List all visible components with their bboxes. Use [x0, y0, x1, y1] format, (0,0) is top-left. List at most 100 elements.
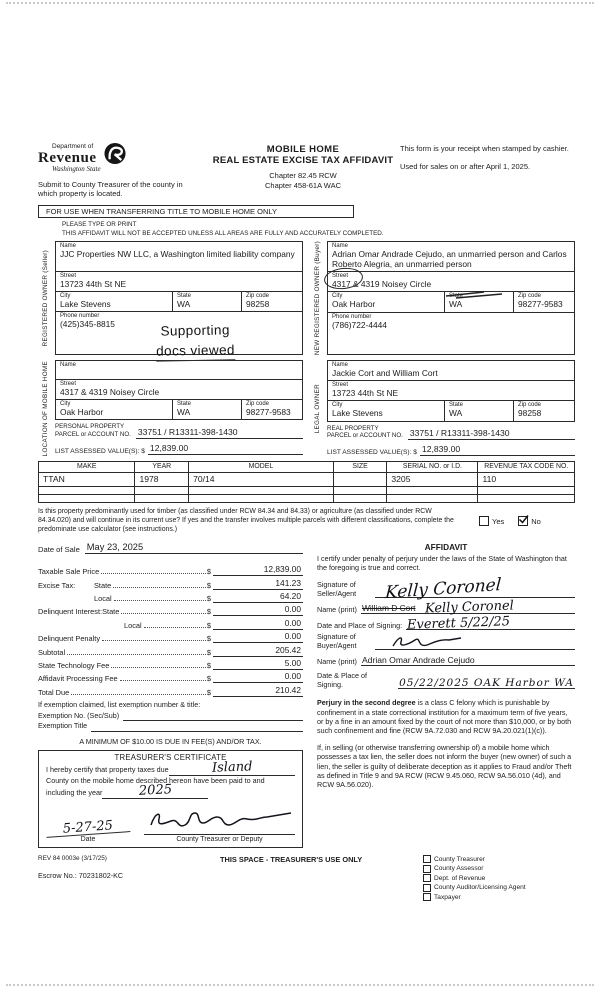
effective-note: Used for sales on or after April 1, 2025…: [400, 162, 531, 172]
county-assessor-checkbox[interactable]: [423, 864, 431, 873]
buyer-name-value: Adrian Omar Andrade Cejudo, an unmarried…: [332, 249, 567, 270]
agency-wordmark: Department of Revenue Washington State: [38, 143, 101, 173]
tax-line: Affidavit Processing Fee $0.00: [38, 671, 303, 684]
legal-street-field: Street 13723 44th St NE: [328, 381, 574, 402]
location-state-value: WA: [177, 407, 191, 418]
seller-name-printed: William D Cort: [361, 602, 416, 613]
certify-line3: including the year: [46, 788, 103, 798]
date-of-sale-line: Date of Sale May 23, 2025: [38, 542, 303, 554]
accept-note: THIS AFFIDAVIT WILL NOT BE ACCEPTED UNLE…: [62, 229, 384, 237]
legal-zip-value: 98258: [518, 408, 542, 419]
taxpayer-checkbox[interactable]: [423, 893, 431, 902]
cell-year: 1978: [134, 471, 190, 487]
buyer-street-value: 4317 & 4319 Noisey Circle: [332, 279, 432, 290]
location-street-field: Street 4317 & 4319 Noisey Circle: [56, 380, 302, 401]
agency-block: Department of Revenue Washington State S…: [38, 142, 206, 198]
parcel-label: PARCEL or ACCOUNT NO.: [55, 431, 131, 439]
seller-signature-row: Signature of Seller/Agent Kelly Coronel: [317, 574, 575, 603]
buyer-name-print-row: Name (print) Adrian Omar Andrade Cejudo: [317, 655, 575, 667]
buyer-signature-scribble: [392, 637, 462, 647]
tax-value: 141.23: [213, 578, 303, 590]
cell-revenue-tax-code: 110: [477, 471, 575, 487]
yes-checkbox[interactable]: [479, 516, 489, 527]
col-model: MODEL: [188, 461, 334, 473]
buyer-city-state-zip: City Oak Harbor State WA Zip code 98277-958…: [328, 292, 574, 313]
buyer-date-place-handwritten: 05/22/2025 OAK Harbor WA: [399, 676, 574, 689]
tax-line: Total Due $210.42: [38, 684, 303, 697]
section-registered-owner-seller: REGISTERED OWNER (Seller) Name JJC Prope…: [38, 241, 303, 363]
tax-line: Subtotal $205.42: [38, 644, 303, 657]
field-label: Name: [60, 362, 77, 369]
buyer-phone-value: (786)722-4444: [332, 319, 387, 330]
exemption-number-label: Exemption No. (Sec/Sub): [38, 710, 120, 720]
treasurers-certificate: TREASURER'S CERTIFICATE I hereby certify…: [38, 750, 303, 848]
exemption-number-line: [123, 720, 303, 722]
col-year: YEAR: [134, 461, 190, 473]
year-handwritten: 2025: [138, 782, 172, 799]
signature-label: Signature of: [317, 579, 356, 589]
no-checkbox[interactable]: [518, 515, 529, 527]
field-label: State: [177, 293, 192, 300]
date-label: Date: [80, 835, 96, 843]
real-assessed-value: 12,839.00: [419, 444, 575, 457]
section-legal-owner: LEGAL OWNER Name Jackie Cort and William…: [310, 360, 575, 457]
section-side-label: REGISTERED OWNER (Seller): [42, 250, 50, 347]
tax-line: Taxable Sale Price $12,839.00: [38, 564, 303, 577]
field-label: State: [449, 293, 464, 300]
agency-dept-small: Department of: [52, 143, 94, 150]
location-name-value: [60, 368, 298, 377]
seller-signature-line: Kelly Coronel: [375, 574, 575, 603]
tax-value: 0.00: [213, 631, 303, 644]
field-label: State: [177, 401, 192, 408]
seller-name-value: JJC Properties NW LLC, a Washington limi…: [60, 249, 295, 260]
county-auditor-checkbox[interactable]: [423, 883, 431, 892]
field-label: Name: [332, 362, 349, 369]
location-city-state-zip: City Oak Harbor State WA Zip code 98277-958…: [56, 400, 302, 420]
treasurer-space-note: THIS SPACE - TREASURER'S USE ONLY: [220, 854, 363, 864]
table-row: [37, 485, 575, 495]
field-label: City: [60, 293, 71, 300]
buyer-zip-value: 98277-9583: [518, 299, 563, 310]
exemption-title-line: [91, 731, 303, 733]
affidavit-certify-text: I certify under penalty of perjury under…: [317, 553, 567, 573]
field-label: Street: [332, 382, 349, 389]
tax-line: State Technology Fee $5.00: [38, 658, 303, 671]
tax-value: 205.42: [213, 645, 303, 657]
type-or-print-note: PLEASE TYPE OR PRINT: [62, 221, 137, 229]
cell-serial: 3205: [386, 471, 479, 487]
no-label: No: [531, 516, 541, 526]
tax-label: Local: [94, 594, 112, 604]
legal-city-state-zip: City Lake Stevens State WA Zip code 98258: [328, 401, 574, 421]
legal-street-value: 13723 44th St NE: [332, 388, 399, 399]
name-print-label: Name (print): [317, 657, 357, 667]
dept-of-revenue-checkbox[interactable]: [423, 874, 431, 883]
agency-name: Revenue: [38, 149, 97, 166]
affidavit-column: AFFIDAVIT I certify under penalty of per…: [317, 542, 575, 848]
list-item: Taxpayer: [423, 893, 575, 903]
distribution-list: County Treasurer County Assessor Dept. o…: [423, 855, 575, 903]
treasurer-signature: [144, 807, 295, 835]
pen-scribble: [444, 286, 504, 304]
personal-parcel-value: 33751 / R13311-398-1430: [135, 427, 303, 439]
party-sections: REGISTERED OWNER (Seller) Name JJC Prope…: [38, 241, 575, 457]
list-item: Dept. of Revenue: [423, 874, 575, 884]
col-size: SIZE: [332, 461, 388, 473]
section-side-label: NEW REGISTERED OWNER (Buyer): [314, 241, 322, 356]
form-header: Department of Revenue Washington State S…: [38, 142, 575, 198]
date-of-sale-value: May 23, 2025: [84, 542, 303, 554]
parcel-label: REAL PROPERTY: [327, 424, 379, 432]
supporting-docs-stamp: Supporting docs viewed: [155, 321, 236, 363]
buyer-street-field: Street 4317 & 4319 Noisey Circle: [323, 266, 574, 300]
tax-line: Delinquent Interest: State $0.00: [38, 604, 303, 617]
treasurer-signer-label: County Treasurer or Deputy: [176, 835, 263, 843]
tax-value: 5.00: [213, 658, 303, 671]
form-title-line2: REAL ESTATE EXCISE TAX AFFIDAVIT: [212, 155, 394, 166]
buyer-name-print-value: Adrian Omar Andrade Cejudo: [361, 655, 475, 666]
treasurers-certificate-title: TREASURER'S CERTIFICATE: [114, 753, 227, 763]
exemption-block: If exemption claimed, list exemption num…: [38, 700, 303, 733]
tax-line: Local $0.00: [124, 617, 303, 630]
buyer-name-field: Name Adrian Omar Andrade Cejudo, an unma…: [328, 242, 574, 273]
county-treasurer-checkbox[interactable]: [423, 855, 431, 864]
seller-name-handwritten: Kelly Coronel: [425, 598, 515, 617]
list-item: County Assessor: [423, 864, 575, 874]
